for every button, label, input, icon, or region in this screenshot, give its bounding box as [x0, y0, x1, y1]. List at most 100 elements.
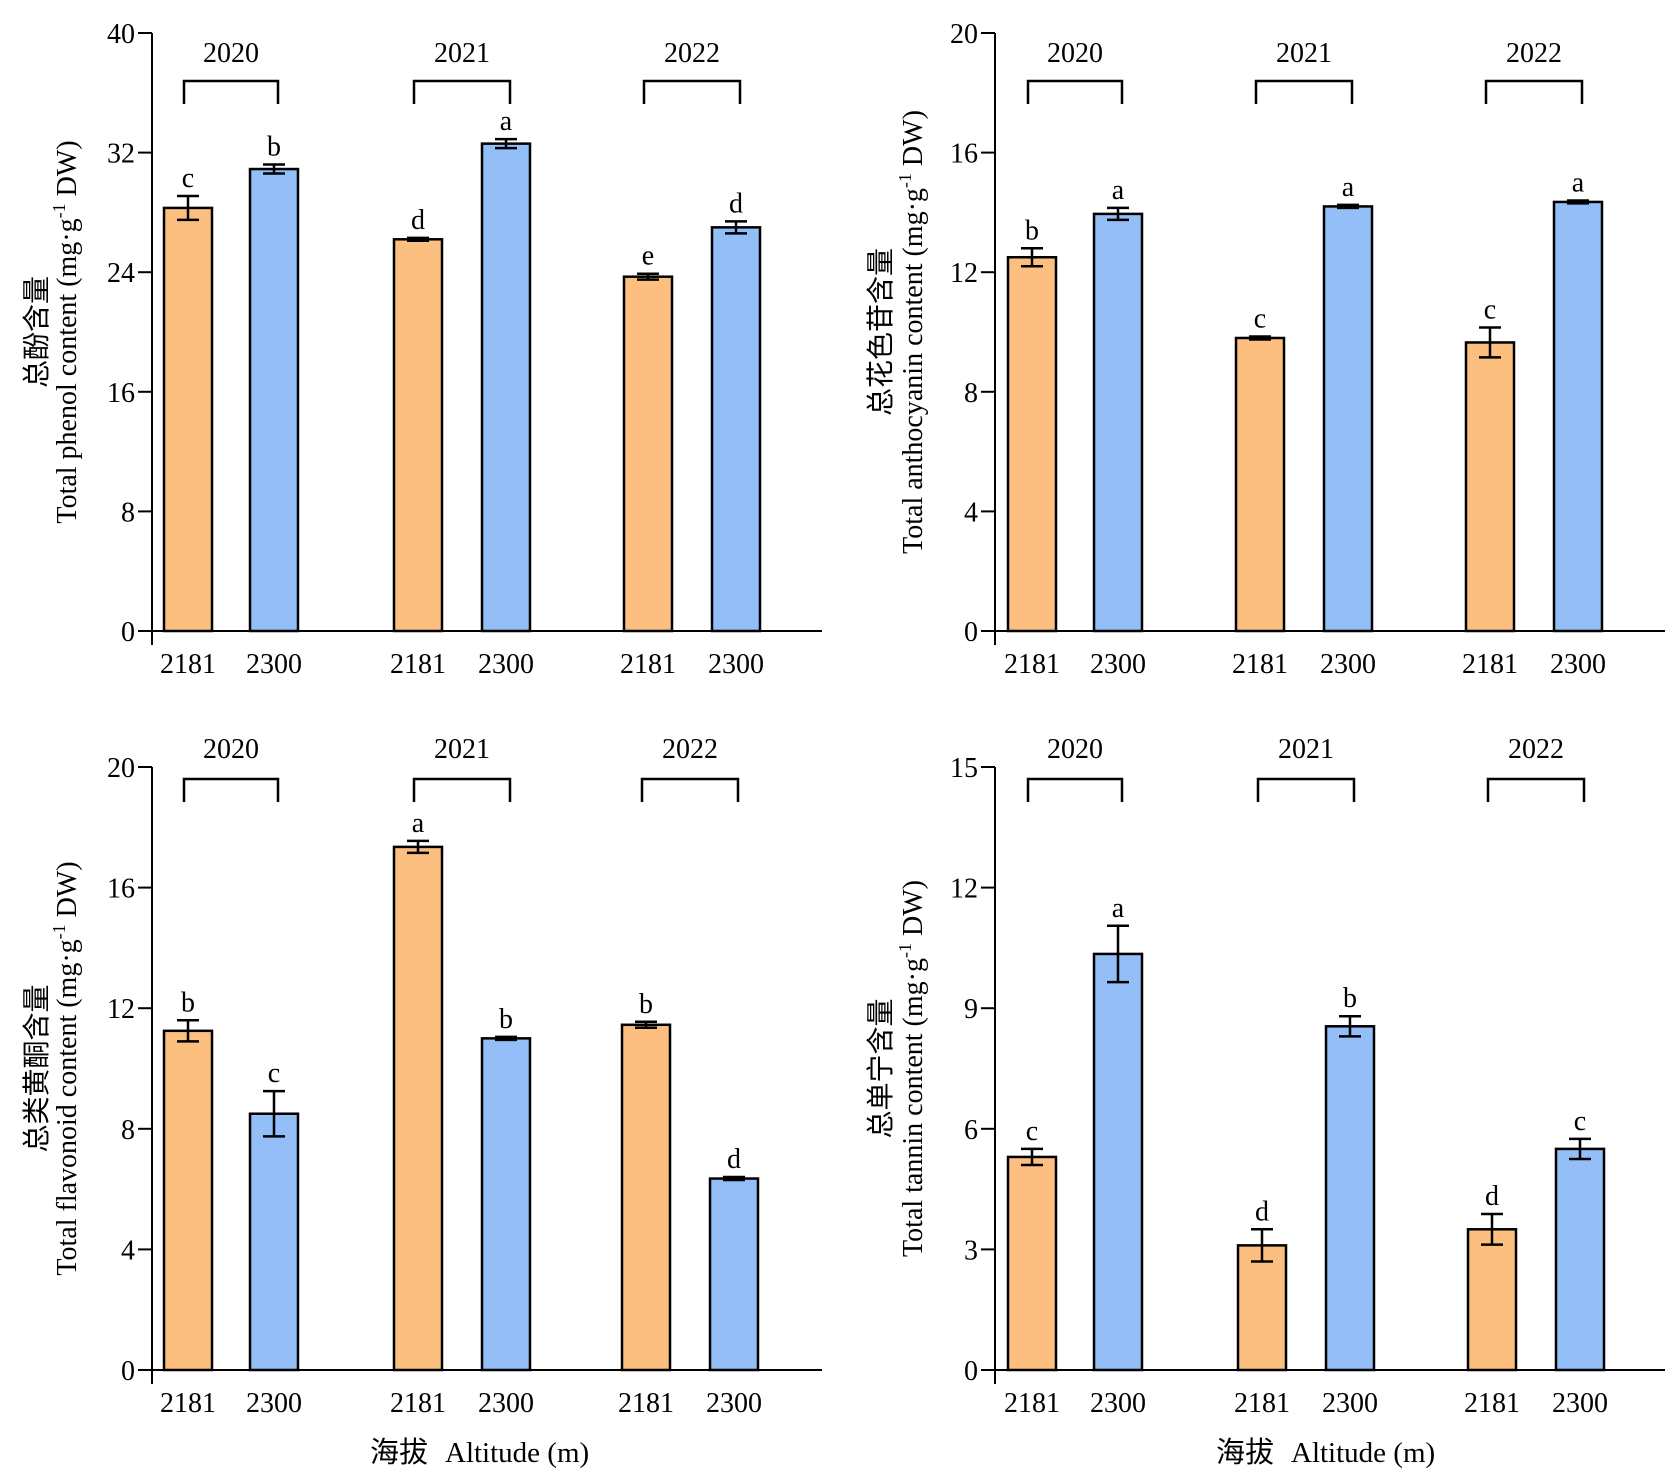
y-axis-title-cn: 总花色苷含量 — [865, 248, 897, 416]
y-tick-label: 12 — [950, 258, 978, 289]
significance-letter: c — [1254, 303, 1266, 334]
bar-2300-2020 — [248, 167, 300, 633]
error-bar — [635, 1020, 657, 1030]
y-tick-label: 20 — [107, 753, 135, 784]
significance-letter: c — [1484, 295, 1496, 326]
significance-letter: a — [1342, 172, 1355, 203]
x-tick-label: 2300 — [478, 1388, 534, 1419]
error-bar — [495, 137, 517, 150]
significance-letter: d — [727, 1144, 741, 1175]
x-tick-label: 2300 — [706, 1388, 762, 1419]
significance-letter: a — [1572, 167, 1585, 198]
significance-letter: c — [268, 1058, 280, 1089]
bar-2181-2020 — [162, 206, 214, 633]
significance-letter: b — [1025, 215, 1039, 246]
chart-panel-phenol: 0 8 16 24 32 40 总酚含量 Total phenol content (mg·g… — [21, 19, 822, 680]
y-tick-label: 24 — [107, 258, 135, 289]
bar-2181-2020 — [1006, 256, 1058, 633]
y-tick-label: 12 — [107, 994, 135, 1025]
year-bracket — [412, 79, 512, 104]
significance-letter: b — [499, 1004, 513, 1035]
error-bar — [637, 272, 659, 281]
error-bar — [1567, 199, 1589, 205]
error-bar — [263, 1089, 285, 1138]
bar-2181-2021 — [1236, 1244, 1288, 1372]
bar-2300-2020 — [248, 1112, 300, 1372]
x-tick-label: 2181 — [390, 649, 446, 680]
year-label: 2020 — [1047, 734, 1103, 765]
x-tick-label: 2181 — [160, 1388, 216, 1419]
error-bar — [1337, 203, 1359, 210]
y-tick-label: 4 — [121, 1235, 135, 1266]
bar-2300-2021 — [480, 142, 532, 633]
y-tick-label: 32 — [107, 139, 135, 170]
chart-panel-tannin: 0 3 6 9 12 15 总单宁含量 Total tannin content (mg·g-… — [865, 734, 1665, 1419]
error-bar — [1569, 1137, 1591, 1161]
bar-2300-2020 — [1092, 212, 1144, 633]
bar-2300-2022 — [1554, 1147, 1606, 1372]
y-tick-label: 6 — [964, 1115, 978, 1146]
significance-letter: b — [639, 989, 653, 1020]
bar-2181-2021 — [392, 238, 444, 633]
significance-letter: d — [411, 205, 425, 236]
x-axis-title-right: 海拔 Altitude (m) — [1216, 1436, 1435, 1469]
y-axis-title-en: Total phenol content (mg·g-1 DW) — [49, 140, 83, 523]
error-bar — [177, 1019, 199, 1043]
bar-2181-2022 — [1464, 341, 1516, 633]
year-bracket — [1026, 777, 1124, 802]
error-bar — [1107, 924, 1129, 984]
x-tick-label: 2181 — [620, 649, 676, 680]
x-axis-title-cn: 海拔 — [1216, 1436, 1274, 1469]
year-bracket — [182, 777, 280, 802]
year-bracket — [1254, 79, 1354, 104]
y-tick-label: 15 — [950, 753, 978, 784]
error-bar — [407, 839, 429, 855]
year-label: 2022 — [1506, 38, 1562, 69]
significance-letter: b — [1343, 983, 1357, 1014]
chart-panel-anthocyanin: 0 4 8 12 16 20 总花色苷含量 Total anthocyanin content… — [865, 19, 1665, 680]
x-tick-label: 2300 — [708, 649, 764, 680]
bar-2181-2021 — [1234, 336, 1286, 633]
x-tick-label: 2300 — [1322, 1388, 1378, 1419]
year-label: 2022 — [664, 38, 720, 69]
bar-2300-2021 — [480, 1037, 532, 1372]
y-tick-label: 0 — [964, 617, 978, 648]
error-bar — [723, 1175, 745, 1182]
y-tick-label: 9 — [964, 994, 978, 1025]
chart-panel-flavonoid: 0 4 8 12 16 20 总类黄酮含量 Total flavonoid content (… — [21, 734, 822, 1419]
y-axis-title-en: Total tannin content (mg·g-1 DW) — [895, 880, 929, 1257]
error-bar — [1021, 247, 1043, 268]
y-tick-label: 12 — [950, 874, 978, 905]
bar-2300-2021 — [1322, 205, 1374, 633]
significance-letter: a — [500, 106, 513, 137]
x-tick-label: 2300 — [1550, 649, 1606, 680]
bar-2181-2022 — [1466, 1228, 1518, 1372]
y-tick-label: 3 — [964, 1235, 978, 1266]
y-tick-label: 16 — [107, 378, 135, 409]
error-bar — [1021, 1147, 1043, 1167]
year-label: 2021 — [434, 38, 490, 69]
error-bar — [407, 236, 429, 243]
year-label: 2022 — [662, 734, 718, 765]
x-axis-title-en: Altitude (m) — [445, 1437, 589, 1469]
year-label: 2020 — [203, 38, 259, 69]
year-bracket — [1256, 777, 1356, 802]
year-bracket — [412, 777, 512, 802]
year-label: 2022 — [1508, 734, 1564, 765]
error-bar — [1249, 335, 1271, 341]
y-axis-title-cn: 总酚含量 — [21, 276, 53, 388]
significance-letter: d — [1255, 1196, 1269, 1227]
x-tick-label: 2300 — [246, 649, 302, 680]
year-label: 2020 — [1047, 38, 1103, 69]
x-tick-label: 2181 — [618, 1388, 674, 1419]
y-tick-label: 40 — [107, 19, 135, 50]
y-axis-title-en: Total flavonoid content (mg·g-1 DW) — [49, 861, 83, 1275]
bar-2181-2020 — [162, 1029, 214, 1372]
error-bar — [1339, 1014, 1361, 1038]
significance-letter: d — [729, 188, 743, 219]
significance-letter: c — [182, 163, 194, 194]
year-label: 2021 — [1278, 734, 1334, 765]
x-tick-label: 2181 — [1232, 649, 1288, 680]
y-tick-label: 8 — [121, 1115, 135, 1146]
